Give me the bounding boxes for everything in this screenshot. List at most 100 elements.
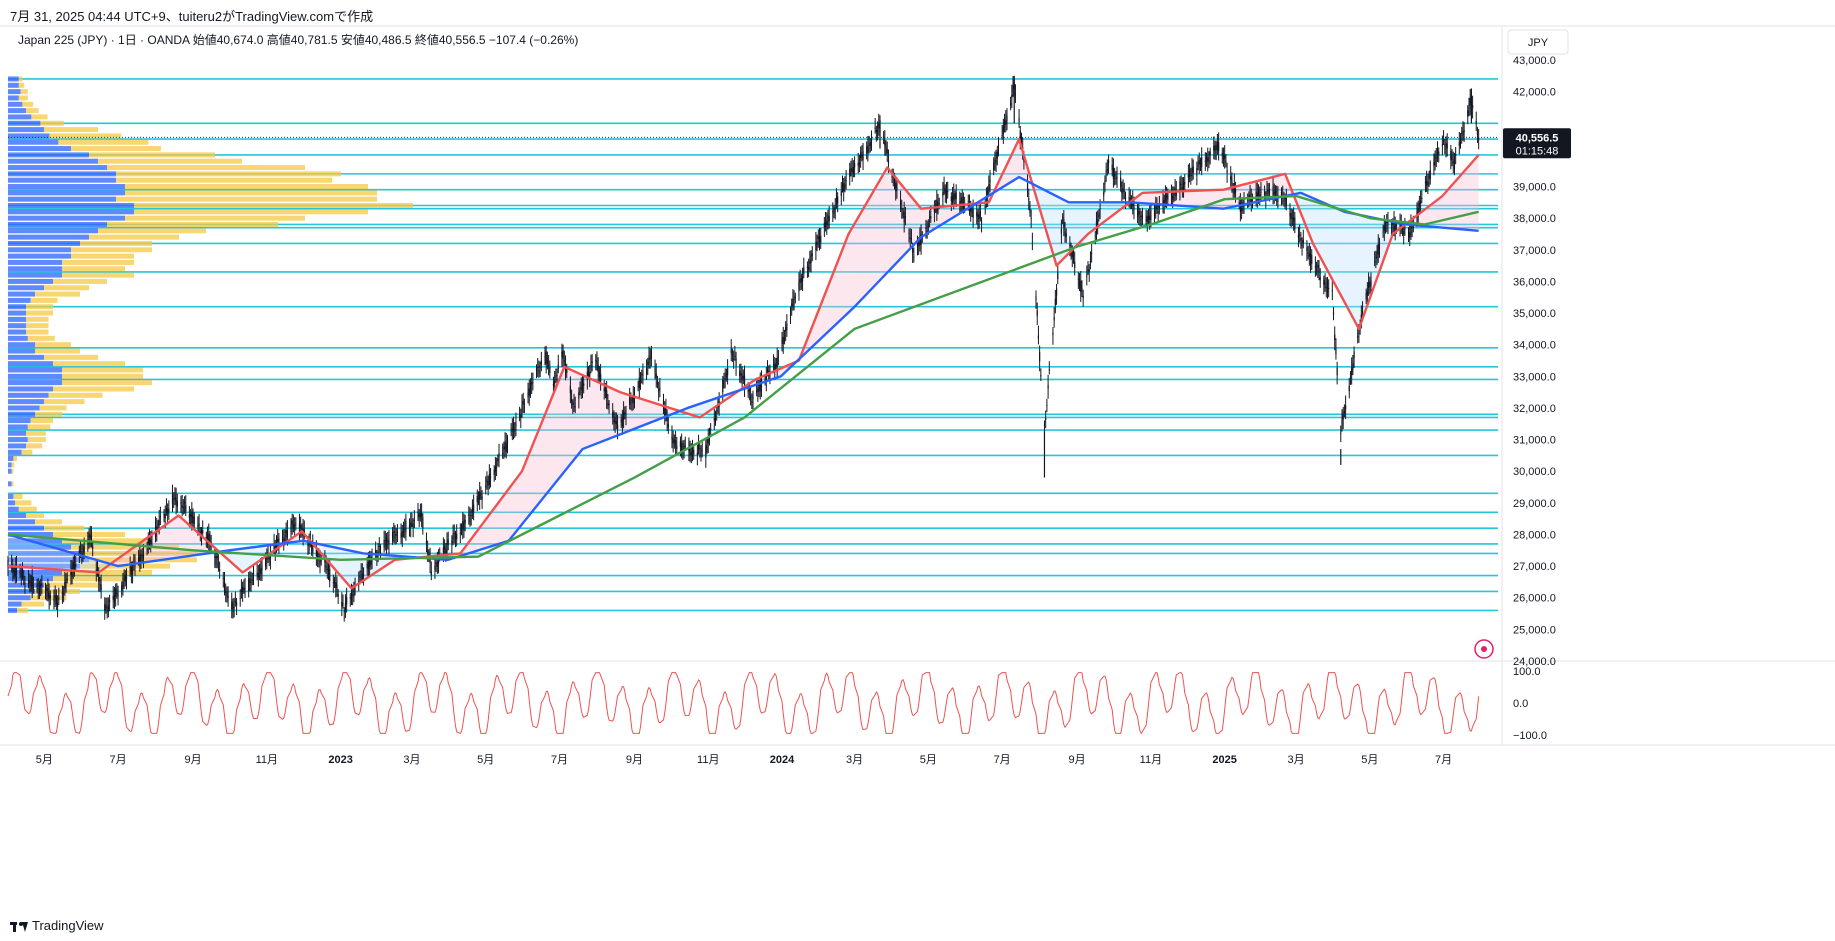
candle-body — [379, 548, 382, 550]
candle-body — [1065, 233, 1067, 237]
candle-body — [1263, 191, 1266, 195]
candle-body — [442, 547, 444, 552]
candle-body — [1001, 135, 1003, 137]
candle-body — [15, 565, 18, 573]
oscillator-axis-label: −100.0 — [1513, 730, 1547, 742]
candle-body — [1222, 155, 1225, 160]
candle-body — [1031, 242, 1033, 244]
volume-profile-sell-bar — [26, 108, 39, 114]
candle-body — [417, 511, 419, 514]
ma-cloud-segment — [496, 498, 502, 545]
candle-body — [1146, 215, 1148, 222]
candle-body — [776, 357, 778, 367]
candle-body — [683, 443, 685, 449]
candle-body — [1259, 194, 1261, 197]
volume-profile-buy-bar — [8, 519, 35, 525]
ma-cloud-segment — [51, 546, 57, 570]
candle-body — [632, 396, 634, 403]
candle-body — [1036, 310, 1038, 316]
ma-cloud-segment — [1319, 200, 1324, 264]
candle-body — [1057, 272, 1059, 280]
candle-body — [310, 545, 313, 547]
x-axis-tick-label: 3月 — [846, 754, 863, 766]
candle-body — [1342, 414, 1344, 420]
candle-body — [199, 531, 201, 534]
candle-body — [1268, 189, 1271, 194]
volume-profile-buy-bar — [8, 569, 62, 575]
tradingview-logo-icon — [10, 920, 28, 932]
candle-body — [480, 493, 482, 496]
candle-body — [987, 190, 989, 198]
candle-body — [883, 139, 885, 141]
candle-body — [700, 452, 702, 454]
candle-body — [1145, 219, 1147, 221]
candle-body — [522, 400, 524, 405]
candle-body — [1393, 220, 1395, 233]
ma-cloud-segment — [1343, 211, 1349, 309]
candle-body — [810, 256, 812, 264]
volume-profile-buy-bar — [8, 139, 59, 145]
candle-body — [665, 408, 667, 417]
candle-body — [1468, 107, 1470, 109]
tradingview-logo[interactable]: TradingView — [10, 918, 104, 933]
ma-cloud-segment — [501, 492, 507, 544]
candle-body — [1060, 228, 1063, 234]
candle-body — [1072, 255, 1075, 257]
ma-cloud-segment — [873, 182, 879, 287]
candle-body — [1445, 144, 1447, 151]
candle-body — [405, 521, 407, 533]
candle-body — [664, 408, 666, 416]
volume-profile-sell-bar — [18, 95, 28, 101]
candle-body — [268, 557, 270, 559]
volume-profile-buy-bar — [8, 215, 125, 221]
candle-body — [690, 451, 692, 455]
candle-body — [261, 565, 263, 571]
volume-profile-buy-bar — [8, 285, 44, 291]
ma-cloud-segment — [177, 516, 183, 558]
candle-body — [967, 201, 969, 203]
candle-body — [183, 502, 186, 504]
candle-body — [1164, 195, 1167, 202]
candle-body — [861, 155, 863, 157]
candle-body — [671, 435, 673, 440]
candle-body — [1428, 175, 1430, 178]
candle-body — [540, 360, 542, 365]
candle-body — [1199, 163, 1202, 165]
volume-profile-sell-bar — [27, 335, 55, 341]
candle-body — [1366, 290, 1368, 296]
y-axis-tick-label: 34,000.0 — [1513, 340, 1556, 352]
candle-body — [1375, 256, 1377, 259]
candle-body — [743, 375, 746, 387]
candle-body — [912, 246, 914, 253]
candle-body — [913, 256, 915, 258]
candle-body — [857, 162, 859, 167]
volume-profile-sell-bar — [18, 76, 23, 82]
candle-body — [473, 504, 475, 512]
candle-body — [942, 191, 944, 197]
candle-body — [1121, 187, 1123, 194]
candle-body — [1020, 142, 1023, 144]
candle-body — [402, 528, 405, 533]
ma-cloud-segment — [1057, 196, 1063, 265]
candle-body — [1360, 314, 1362, 323]
candle-body — [1401, 226, 1404, 232]
ma-cloud-segment — [559, 366, 565, 478]
volume-profile-buy-bar — [8, 82, 19, 88]
x-axis-tick-label: 9月 — [1069, 754, 1086, 766]
candle-body — [1377, 244, 1379, 255]
ma-cloud-segment — [593, 380, 599, 445]
candle-body — [335, 582, 337, 588]
candle-body — [532, 381, 534, 383]
candle-body — [841, 185, 844, 187]
candle-body — [285, 530, 287, 534]
ma-cloud-segment — [835, 255, 841, 325]
ma-cloud-segment — [1348, 212, 1353, 318]
candle-body — [573, 402, 575, 404]
candle-body — [1257, 189, 1260, 198]
candle-body — [1054, 298, 1056, 306]
candle-body — [1392, 223, 1394, 225]
candle-body — [930, 216, 932, 219]
volume-profile-sell-bar — [35, 342, 71, 348]
candle-body — [412, 523, 414, 528]
